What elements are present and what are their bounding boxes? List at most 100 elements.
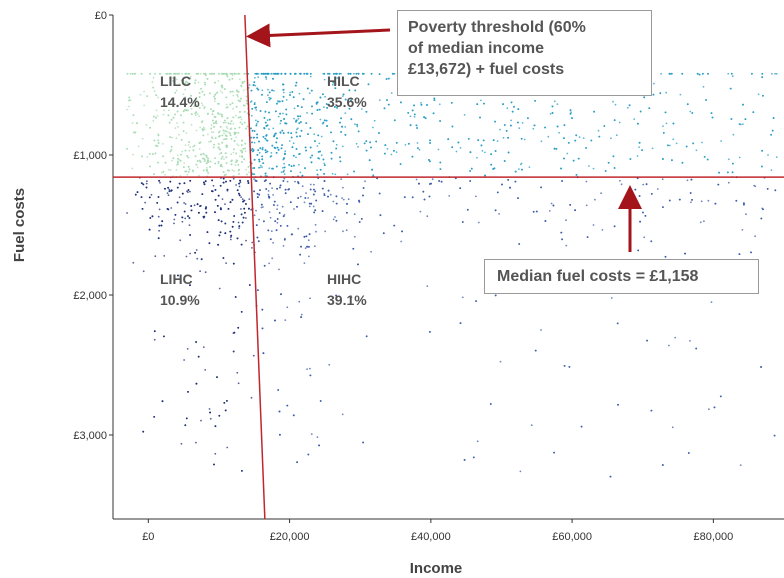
scatter-point — [728, 158, 730, 161]
scatter-point — [604, 170, 607, 172]
annotation-line: of median income — [408, 40, 545, 57]
scatter-point — [245, 239, 247, 242]
median-fuel-costs-annotation: Median fuel costs = £1,158 — [484, 259, 759, 294]
scatter-point — [171, 136, 173, 139]
scatter-point — [284, 192, 287, 195]
scatter-point — [227, 208, 230, 210]
scatter-point — [248, 284, 251, 286]
scatter-point — [285, 113, 288, 116]
scatter-point — [257, 166, 260, 169]
scatter-point — [244, 142, 247, 145]
scatter-point — [510, 101, 513, 104]
scatter-point — [547, 135, 550, 138]
scatter-point — [205, 154, 208, 157]
scatter-point — [233, 148, 236, 151]
scatter-point — [494, 294, 497, 297]
scatter-point — [469, 170, 471, 172]
scatter-point — [309, 374, 312, 377]
scatter-point — [222, 177, 225, 180]
scatter-point — [210, 127, 213, 130]
scatter-point — [670, 72, 673, 75]
scatter-point — [279, 131, 282, 134]
scatter-point — [603, 125, 606, 127]
scatter-point — [167, 194, 170, 197]
scatter-point — [299, 171, 302, 174]
scatter-point — [203, 106, 206, 109]
scatter-point — [190, 108, 193, 110]
scatter-point — [235, 184, 238, 186]
scatter-point — [265, 78, 268, 80]
scatter-point — [278, 410, 281, 413]
scatter-point — [309, 188, 312, 191]
y-tick-label: £2,000 — [73, 290, 107, 302]
scatter-point — [320, 154, 323, 157]
scatter-point — [213, 143, 216, 146]
scatter-point — [158, 229, 161, 232]
scatter-point — [469, 180, 472, 182]
scatter-point — [271, 144, 274, 147]
scatter-point — [361, 72, 364, 75]
scatter-point — [286, 180, 289, 183]
scatter-point — [242, 104, 245, 107]
scatter-point — [133, 72, 136, 75]
scatter-point — [349, 72, 352, 75]
scatter-point — [229, 90, 232, 93]
x-tick-label: £0 — [142, 531, 154, 543]
scatter-point — [222, 171, 225, 174]
scatter-point — [340, 178, 343, 181]
scatter-point — [322, 93, 324, 96]
scatter-point — [675, 142, 678, 145]
scatter-point — [194, 155, 197, 158]
scatter-point — [360, 108, 363, 110]
scatter-point — [258, 160, 261, 163]
scatter-point — [292, 154, 295, 157]
scatter-point — [429, 183, 431, 185]
scatter-point — [229, 122, 232, 125]
scatter-point — [347, 198, 350, 201]
scatter-point — [235, 105, 238, 108]
scatter-point — [172, 116, 175, 119]
scatter-point — [225, 180, 227, 183]
scatter-point — [334, 216, 336, 218]
quadrant-label-hihc: HIHC — [327, 271, 361, 287]
scatter-point — [690, 201, 692, 204]
scatter-point — [620, 183, 623, 186]
scatter-point — [219, 184, 222, 187]
scatter-point — [352, 247, 355, 250]
scatter-point — [308, 205, 311, 208]
scatter-point — [382, 232, 385, 235]
scatter-point — [558, 131, 560, 134]
scatter-point — [241, 82, 244, 84]
scatter-point — [241, 161, 243, 163]
scatter-point — [189, 77, 192, 80]
scatter-point — [211, 113, 214, 116]
scatter-point — [317, 151, 320, 153]
scatter-point — [259, 147, 262, 150]
scatter-point — [131, 122, 134, 124]
scatter-point — [218, 143, 221, 146]
scatter-point — [633, 118, 636, 120]
scatter-point — [220, 208, 222, 211]
scatter-point — [241, 123, 244, 125]
scatter-point — [241, 151, 244, 154]
scatter-point — [519, 163, 522, 166]
scatter-point — [217, 146, 220, 149]
scatter-point — [257, 72, 260, 75]
scatter-point — [214, 452, 217, 455]
scatter-point — [237, 132, 240, 134]
scatter-point — [761, 72, 764, 75]
scatter-point — [174, 127, 177, 130]
scatter-point — [400, 101, 402, 104]
scatter-point — [193, 105, 196, 108]
scatter-point — [187, 391, 189, 393]
scatter-point — [214, 211, 216, 214]
scatter-point — [713, 406, 716, 409]
scatter-point — [212, 184, 215, 187]
axis-ticks: £0 £20,000 £40,000 £60,000 £80,000 £0 £1,000 £2… — [73, 10, 733, 543]
scatter-point — [195, 104, 198, 106]
scatter-point — [283, 214, 286, 216]
scatter-point — [228, 78, 231, 81]
scatter-point — [229, 236, 232, 239]
scatter-point — [233, 72, 236, 75]
